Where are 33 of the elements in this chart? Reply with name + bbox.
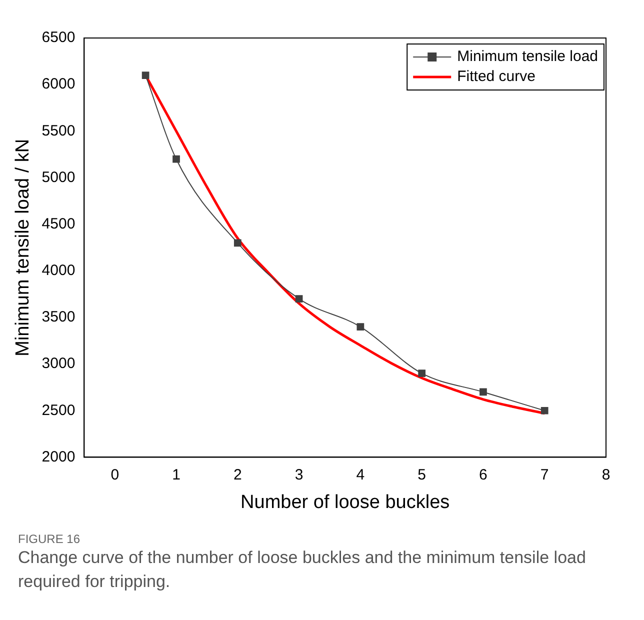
point — [480, 388, 487, 396]
y-tick-label: 6500 — [42, 29, 76, 46]
x-tick-label: 6 — [479, 466, 488, 484]
point — [418, 370, 426, 378]
x-tick-label: 4 — [356, 466, 365, 484]
x-tick-label: 0 — [110, 466, 120, 484]
text: Change curve of the number of loose buckles and the minimum tensile load required for tripping. — [18, 547, 587, 593]
x-axis-title: Number of loose buckles — [240, 492, 450, 513]
x-tick-label: 1 — [172, 466, 180, 484]
x-tick-label: 3 — [294, 466, 304, 484]
y-tick-label: 3000 — [42, 355, 76, 372]
legend-label: Minimum tensile load — [457, 48, 598, 66]
legend-label: Fitted curve — [457, 68, 536, 86]
point — [172, 155, 180, 163]
y-axis-title: Minimum tensile load / kN — [12, 138, 34, 356]
y-tick-label: 4500 — [42, 215, 76, 232]
y-tick-label: 5500 — [42, 122, 76, 140]
x-tick-label: 2 — [233, 466, 242, 484]
x-tick-label: 5 — [418, 466, 426, 484]
y-tick-label: 4000 — [42, 262, 76, 280]
point — [234, 239, 242, 247]
y-tick-label: 2000 — [42, 448, 76, 466]
x-tick-label: 8 — [602, 466, 610, 484]
y-tick-label: 5000 — [42, 168, 76, 186]
y-tick-label: 3500 — [42, 308, 76, 326]
point — [295, 295, 303, 303]
point — [142, 72, 150, 79]
x-tick-label: 7 — [540, 466, 549, 484]
point — [356, 323, 364, 330]
y-tick-label: 2500 — [42, 402, 76, 419]
point — [540, 406, 548, 414]
y-tick-label: 6000 — [42, 76, 76, 93]
caption: FIGURE 16 — [18, 532, 82, 546]
